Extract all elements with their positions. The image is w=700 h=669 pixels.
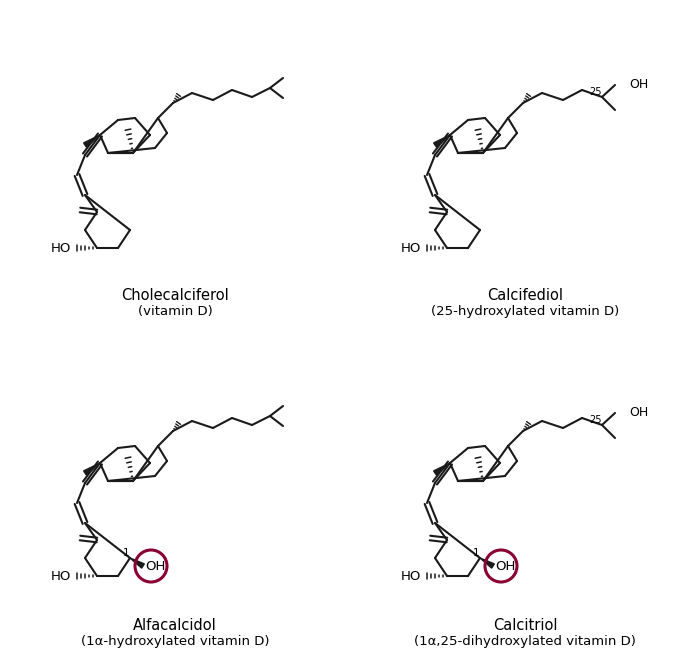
Text: HO: HO	[400, 569, 421, 583]
Text: OH: OH	[145, 559, 165, 573]
Text: 25: 25	[589, 415, 602, 425]
Polygon shape	[83, 463, 100, 475]
Text: (vitamin D): (vitamin D)	[138, 306, 212, 318]
Text: Cholecalciferol: Cholecalciferol	[121, 288, 229, 304]
Text: (1α-hydroxylated vitamin D): (1α-hydroxylated vitamin D)	[80, 636, 270, 648]
Text: 25: 25	[589, 87, 602, 97]
Text: OH: OH	[629, 407, 648, 419]
Text: OH: OH	[629, 78, 648, 92]
Text: (1α,25-dihydroxylated vitamin D): (1α,25-dihydroxylated vitamin D)	[414, 636, 636, 648]
Polygon shape	[433, 463, 450, 475]
Text: OH: OH	[495, 559, 515, 573]
Polygon shape	[433, 135, 450, 147]
Polygon shape	[83, 135, 100, 147]
Text: HO: HO	[400, 242, 421, 254]
Polygon shape	[130, 558, 144, 568]
Polygon shape	[480, 558, 494, 568]
Text: 1: 1	[473, 548, 480, 558]
Text: 1: 1	[122, 548, 130, 558]
Text: HO: HO	[50, 569, 71, 583]
Text: Alfacalcidol: Alfacalcidol	[133, 619, 217, 634]
Text: HO: HO	[50, 242, 71, 254]
Text: Calcifediol: Calcifediol	[487, 288, 563, 304]
Text: (25-hydroxylated vitamin D): (25-hydroxylated vitamin D)	[431, 306, 619, 318]
Text: Calcitriol: Calcitriol	[493, 619, 557, 634]
